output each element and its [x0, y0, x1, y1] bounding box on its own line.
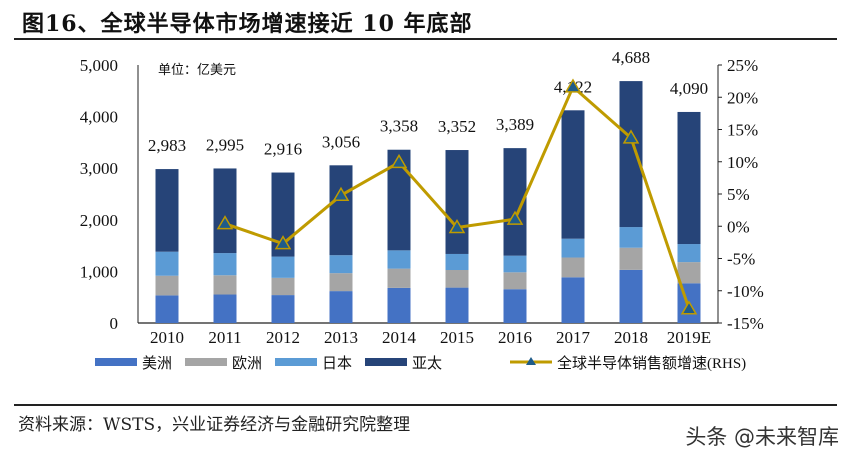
bar-segment-2013-2: [329, 255, 353, 274]
bar-segment-2011-2: [213, 253, 237, 276]
growth-marker: [274, 235, 292, 250]
bar-segment-2012-3: [271, 172, 295, 257]
bar-segment-2015-3: [445, 150, 469, 254]
growth-marker: [332, 186, 350, 202]
x-tick-label: 2013: [324, 328, 358, 347]
bar-segment-2019E-3: [677, 111, 701, 245]
right-tick-label: 20%: [727, 88, 758, 107]
right-tick-label: 10%: [727, 153, 758, 172]
x-tick-label: 2014: [382, 328, 417, 347]
legend-swatch-1: [185, 358, 227, 366]
legend-swatch-0: [95, 358, 137, 366]
growth-marker: [216, 215, 234, 230]
bar-segment-2018-2: [619, 227, 643, 248]
legend-label: 日本: [322, 355, 352, 372]
bar-segment-2016-2: [503, 255, 527, 273]
bar-segment-2014-3: [387, 149, 411, 251]
total-label: 3,358: [380, 117, 418, 136]
legend-triangle-icon: [526, 357, 536, 365]
bar-segment-2015-1: [445, 270, 469, 288]
bar-segment-2011-0: [213, 294, 237, 323]
bar-segment-2010-3: [155, 169, 179, 252]
bar-segment-2014-1: [387, 268, 411, 288]
legend-swatch-2: [275, 358, 317, 366]
growth-marker: [448, 219, 466, 234]
right-tick-label: -15%: [727, 314, 764, 333]
left-tick-label: 4,000: [80, 108, 118, 127]
bar-segment-2014-2: [387, 250, 411, 269]
bar-segment-2012-1: [271, 277, 295, 296]
left-tick-label: 3,000: [80, 159, 118, 178]
legend-label: 美洲: [142, 355, 172, 372]
x-tick-label: 2019E: [667, 328, 711, 347]
x-tick-label: 2011: [208, 328, 241, 347]
bar-segment-2014-0: [387, 287, 411, 323]
left-tick-label: 1,000: [80, 262, 118, 281]
bar-segment-2017-0: [561, 277, 585, 323]
legend-label: 全球半导体销售额增速(RHS): [557, 354, 746, 372]
bar-segment-2016-0: [503, 289, 527, 323]
figure-title: 图16、全球半导体市场增速接近 10 年底部: [22, 11, 473, 37]
legend-label: 欧洲: [232, 355, 262, 372]
bar-segment-2010-0: [155, 295, 179, 323]
total-label: 2,916: [264, 140, 302, 159]
bar-segment-2012-0: [271, 295, 295, 323]
right-tick-label: 15%: [727, 121, 758, 140]
x-tick-label: 2015: [440, 328, 474, 347]
growth-marker: [680, 300, 698, 315]
bar-segment-2018-0: [619, 269, 643, 323]
bar-segment-2019E-1: [677, 262, 701, 284]
total-label: 2,995: [206, 135, 244, 154]
bar-segment-2013-3: [329, 165, 353, 256]
left-tick-label: 2,000: [80, 211, 118, 230]
source-note: 资料来源：WSTS，兴业证券经济与金融研究院整理: [18, 415, 411, 435]
bar-segment-2017-3: [561, 110, 585, 239]
left-tick-label: 5,000: [80, 56, 118, 75]
bar-segment-2017-2: [561, 238, 585, 258]
right-tick-label: 25%: [727, 56, 758, 75]
growth-marker: [564, 78, 582, 93]
title-rule: [14, 38, 837, 40]
growth-marker: [390, 153, 408, 169]
right-tick-label: 5%: [727, 185, 750, 204]
x-tick-label: 2010: [150, 328, 184, 347]
left-tick-label: 0: [110, 314, 119, 333]
bar-segment-2013-0: [329, 291, 353, 323]
unit-label: 单位：亿美元: [158, 62, 236, 77]
bar-segment-2010-1: [155, 275, 179, 296]
total-label: 3,389: [496, 115, 534, 134]
bar-segment-2016-3: [503, 148, 527, 256]
total-label: 4,090: [670, 79, 708, 98]
bar-segment-2011-1: [213, 275, 237, 295]
x-tick-label: 2018: [614, 328, 648, 347]
bar-segment-2010-2: [155, 251, 179, 276]
legend-label: 亚太: [412, 355, 442, 372]
total-label: 3,352: [438, 117, 476, 136]
right-tick-label: -10%: [727, 282, 764, 301]
bar-segment-2013-1: [329, 273, 353, 292]
total-label: 3,056: [322, 132, 360, 151]
bar-segment-2015-2: [445, 253, 469, 271]
growth-marker: [622, 129, 640, 144]
legend-swatch-3: [365, 358, 407, 366]
x-tick-label: 2012: [266, 328, 300, 347]
bar-segment-2016-1: [503, 272, 527, 290]
bar-segment-2018-1: [619, 247, 643, 270]
bar-segment-2011-3: [213, 168, 237, 254]
total-label: 2,983: [148, 136, 186, 155]
bar-segment-2018-3: [619, 81, 643, 228]
bar-segment-2017-1: [561, 257, 585, 278]
watermark: 头条 @未来智库: [685, 425, 839, 449]
bar-segment-2012-2: [271, 256, 295, 278]
bar-segment-2015-0: [445, 287, 469, 323]
source-rule: [14, 404, 837, 406]
total-label: 4,688: [612, 48, 650, 67]
right-tick-label: 0%: [727, 217, 750, 236]
right-tick-label: -5%: [727, 250, 755, 269]
growth-marker: [506, 210, 524, 225]
x-tick-label: 2017: [556, 328, 591, 347]
x-tick-label: 2016: [498, 328, 532, 347]
bar-segment-2019E-2: [677, 244, 701, 263]
